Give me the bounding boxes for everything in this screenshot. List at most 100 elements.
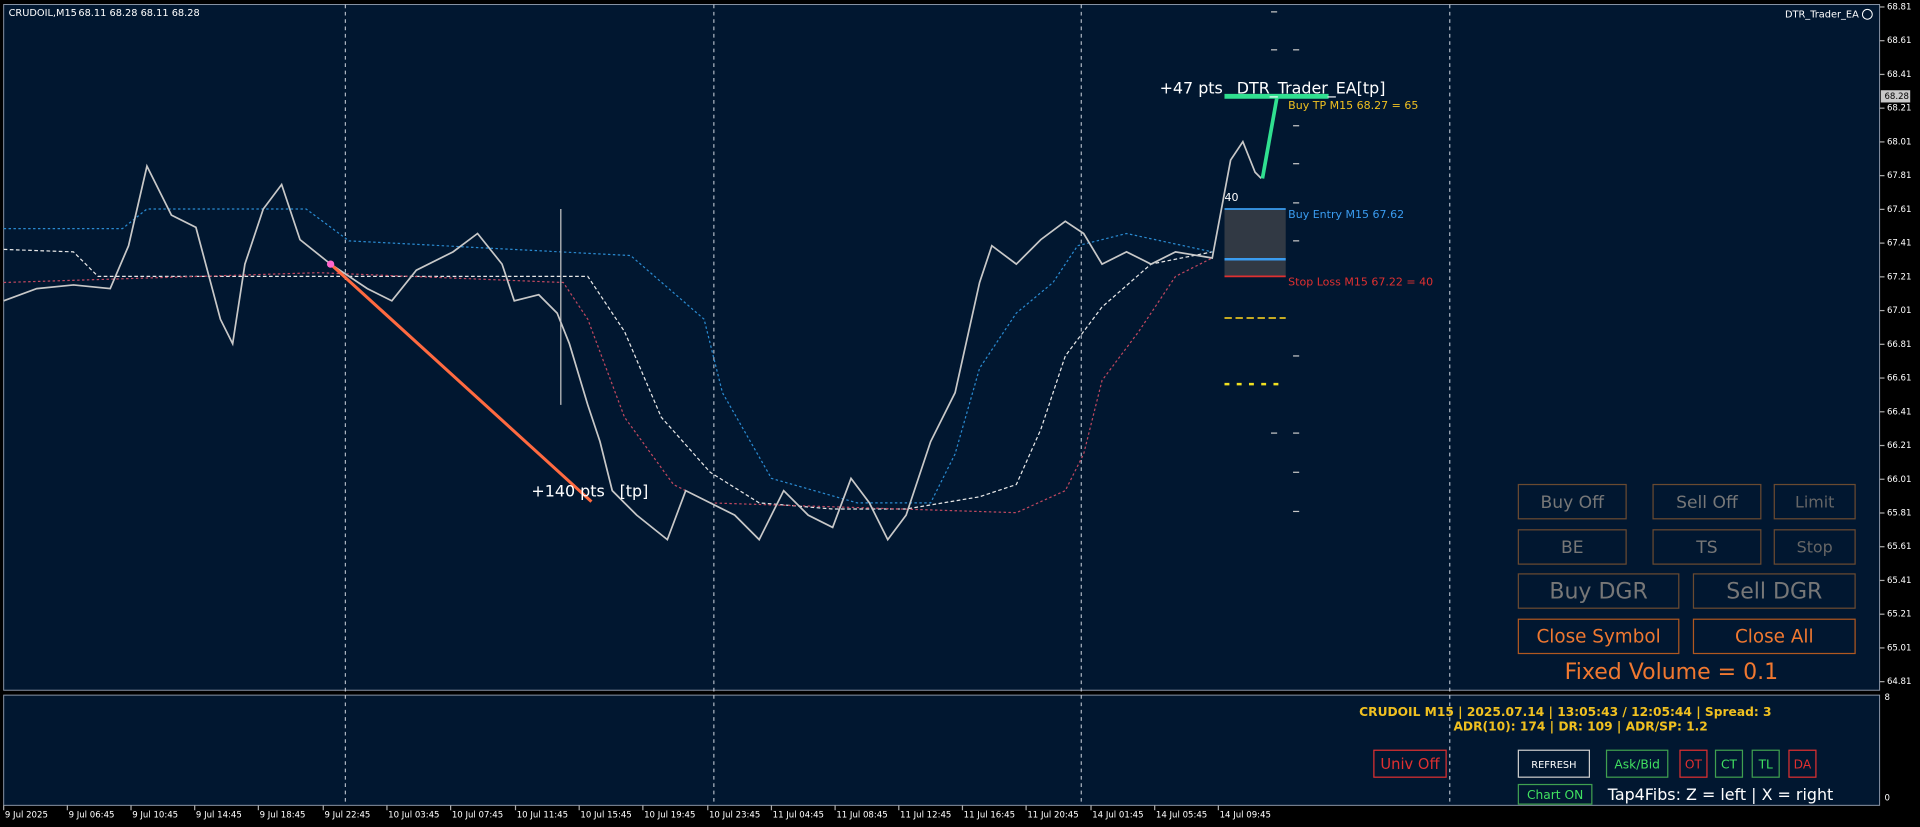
price-path <box>3 139 1262 542</box>
button-label: DA <box>1794 757 1812 771</box>
sl-points: 40 <box>1224 191 1238 204</box>
button-frame <box>1679 749 1708 778</box>
risk-box <box>1224 209 1286 277</box>
button-label: OT <box>1685 757 1703 771</box>
tp-tag: DTR_Trader_EA[tp] <box>1237 79 1386 99</box>
panel-button[interactable]: Close All <box>1692 618 1856 655</box>
panel-button[interactable]: Sell DGR <box>1692 573 1856 609</box>
trade-open <box>326 260 335 268</box>
button-frame <box>1652 483 1762 520</box>
button-label: Ask/Bid <box>1614 757 1660 771</box>
button-frame <box>1773 529 1856 565</box>
button-frame <box>1692 573 1856 609</box>
small-button[interactable]: Chart ON <box>1517 783 1593 805</box>
price-label: 68.41 <box>1887 70 1912 80</box>
button-frame <box>1517 529 1627 565</box>
small-button[interactable]: CT <box>1714 749 1744 778</box>
button-label: TL <box>1758 757 1773 771</box>
price-label: 66.21 <box>1887 441 1912 451</box>
panel-button[interactable]: BE <box>1517 529 1627 565</box>
price-label: 65.01 <box>1887 643 1912 653</box>
price-label: 66.81 <box>1887 340 1912 350</box>
buy-entry-label: Buy Entry M15 67.62 <box>1288 208 1404 221</box>
time-label: 10 Jul 15:45 <box>580 811 631 821</box>
small-button[interactable]: DA <box>1788 749 1817 778</box>
fixed-volume: Fixed Volume = 0.1 <box>1565 660 1779 685</box>
time-label: 14 Jul 01:45 <box>1092 811 1143 821</box>
price-label: 68.01 <box>1887 137 1912 147</box>
time-label: 11 Jul 16:45 <box>964 811 1015 821</box>
small-button[interactable]: Ask/Bid <box>1605 749 1669 778</box>
panel-button[interactable]: Buy Off <box>1517 483 1627 520</box>
indicator-lower <box>3 257 1213 514</box>
button-label: Stop <box>1797 538 1833 557</box>
button-frame <box>1652 529 1762 565</box>
time-label: 10 Jul 03:45 <box>388 811 439 821</box>
info-line: CRUDOIL M15 | 2025.07.14 | 13:05:43 / 12… <box>1359 705 1771 720</box>
price-label: 67.01 <box>1887 306 1912 316</box>
price-label: 64.81 <box>1887 677 1912 687</box>
panel-button[interactable]: Buy DGR <box>1517 573 1680 609</box>
ea-name: DTR_Trader_EA <box>1785 9 1859 20</box>
button-frame <box>1692 618 1856 655</box>
time-label: 10 Jul 07:45 <box>452 811 503 821</box>
tp-tag: [tp] <box>620 481 649 500</box>
button-label: Sell Off <box>1676 493 1739 513</box>
price-label: 65.21 <box>1887 610 1912 620</box>
time-label: 10 Jul 19:45 <box>644 811 695 821</box>
small-button[interactable]: TL <box>1751 749 1780 778</box>
sub-axis-label: 0 <box>1884 793 1889 803</box>
button-frame <box>1605 749 1669 778</box>
button-frame <box>1714 749 1744 778</box>
time-label: 9 Jul 10:45 <box>132 811 178 821</box>
time-label: 10 Jul 11:45 <box>517 811 568 821</box>
button-frame <box>1517 749 1590 778</box>
time-label: 14 Jul 05:45 <box>1156 811 1207 821</box>
panel-button[interactable]: Limit <box>1773 483 1856 520</box>
symbol: CRUDOIL,M15 <box>9 8 77 19</box>
time-label: 9 Jul 22:45 <box>324 811 370 821</box>
button-frame <box>1373 749 1447 778</box>
tp-points: +140 pts <box>531 481 604 500</box>
time-label: 9 Jul 14:45 <box>196 811 242 821</box>
small-button[interactable]: REFRESH <box>1517 749 1590 778</box>
button-label: Limit <box>1795 492 1834 511</box>
button-label: BE <box>1561 538 1584 558</box>
panel-button[interactable]: Sell Off <box>1652 483 1762 520</box>
panel-button[interactable]: Close Symbol <box>1517 618 1680 655</box>
period-separators <box>344 4 1451 806</box>
price-label: 68.21 <box>1887 104 1912 114</box>
price-label: 65.61 <box>1887 542 1912 552</box>
trade-line <box>329 262 593 503</box>
price-label: 65.81 <box>1887 508 1912 518</box>
price-label: 66.01 <box>1887 475 1912 485</box>
time-label: 11 Jul 08:45 <box>836 811 887 821</box>
panel-button[interactable]: Stop <box>1773 529 1856 565</box>
price-label: 66.61 <box>1887 374 1912 384</box>
time-label: 11 Jul 20:45 <box>1027 811 1078 821</box>
button-label: Univ Off <box>1380 756 1440 773</box>
small-button[interactable]: Univ Off <box>1373 749 1447 778</box>
small-button[interactable]: OT <box>1679 749 1708 778</box>
time-label: 9 Jul 06:45 <box>69 811 115 821</box>
hotkeys: Tap4Fibs: Z = left | X = right <box>1607 785 1834 804</box>
price-label: 65.41 <box>1887 576 1912 586</box>
indicator-upper <box>3 208 1213 504</box>
button-frame <box>1751 749 1780 778</box>
button-label: REFRESH <box>1531 760 1576 771</box>
button-label: Buy DGR <box>1549 579 1647 604</box>
time-label: 9 Jul 18:45 <box>260 811 306 821</box>
button-label: Chart ON <box>1527 788 1583 802</box>
price-label: 67.81 <box>1887 171 1912 181</box>
button-label: Sell DGR <box>1726 579 1822 604</box>
price-label: 67.41 <box>1887 239 1912 249</box>
panel-button[interactable]: TS <box>1652 529 1762 565</box>
time-label: 9 Jul 2025 <box>5 811 48 821</box>
sub-axis-label: 8 <box>1884 693 1889 703</box>
time-label: 11 Jul 12:45 <box>900 811 951 821</box>
time-label: 10 Jul 23:45 <box>709 811 760 821</box>
button-frame <box>1773 483 1856 520</box>
tp-points: +47 pts <box>1160 79 1223 98</box>
